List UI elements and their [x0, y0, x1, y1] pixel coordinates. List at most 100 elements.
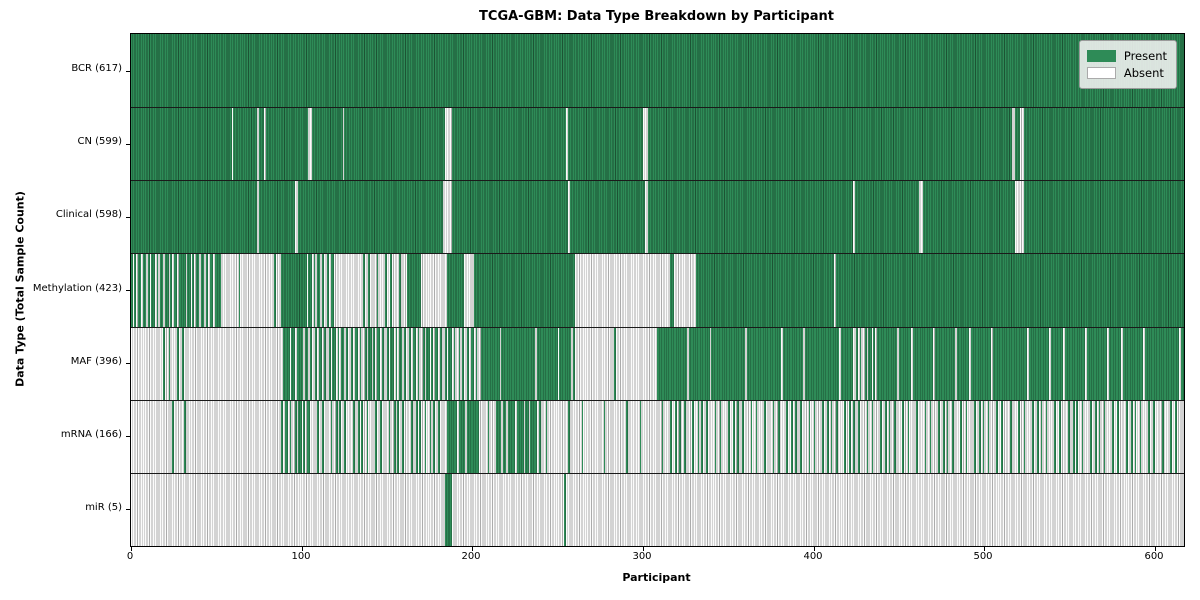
- presence-bar: [830, 328, 833, 400]
- presence-bar: [1160, 328, 1162, 400]
- presence-bar: [1153, 328, 1155, 400]
- presence-bar: [733, 328, 736, 400]
- presence-bar: [306, 328, 309, 400]
- presence-bar: [439, 328, 442, 400]
- presence-bar: [1112, 328, 1115, 400]
- presence-bar: [714, 401, 717, 473]
- presence-bar: [567, 401, 570, 473]
- presence-bar: [1073, 328, 1075, 400]
- xtick-label-600: 600: [1144, 551, 1164, 562]
- presence-bar: [1112, 401, 1115, 473]
- presence-bar: [740, 328, 742, 400]
- presence-bar: [663, 328, 666, 400]
- presence-bar: [987, 328, 990, 400]
- presence-bar: [470, 401, 473, 473]
- presence-bar: [344, 401, 347, 473]
- presence-bar: [706, 328, 708, 400]
- presence-bar: [310, 328, 312, 400]
- presence-bar: [475, 328, 478, 400]
- presence-bar: [491, 328, 493, 400]
- presence-bar: [825, 328, 828, 400]
- absent-swatch-icon: [1086, 67, 1116, 79]
- presence-bar: [288, 328, 290, 400]
- ytick-label-cn: CN (599): [77, 136, 122, 147]
- presence-bar: [1132, 328, 1135, 400]
- presence-bar: [550, 328, 553, 400]
- presence-bar: [1045, 328, 1048, 400]
- presence-bar: [675, 328, 678, 400]
- ytick-label-mrna: mRNA (166): [60, 429, 122, 440]
- presence-bar: [448, 401, 451, 473]
- presence-bar: [1108, 328, 1111, 400]
- presence-bar: [445, 328, 447, 400]
- presence-bar: [946, 328, 949, 400]
- ytick-label-clinical: Clinical (598): [55, 209, 122, 220]
- presence-bar: [289, 401, 292, 473]
- presence-bar: [168, 328, 171, 400]
- presence-bar: [926, 328, 928, 400]
- presence-bar: [294, 401, 297, 473]
- matrix-row-clinical: [131, 180, 1184, 253]
- presence-bar: [941, 328, 944, 400]
- presence-bar: [318, 254, 321, 327]
- presence-bar: [692, 401, 695, 473]
- presence-bar: [1004, 328, 1007, 400]
- presence-bar: [412, 328, 415, 400]
- presence-bar: [503, 328, 505, 400]
- chart-title: TCGA-GBM: Data Type Breakdown by Partici…: [479, 9, 834, 24]
- xtick-label-400: 400: [803, 551, 823, 562]
- presence-bar: [697, 401, 700, 473]
- presence-bar: [827, 328, 829, 400]
- presence-bar: [564, 474, 567, 546]
- presence-bar: [516, 328, 519, 400]
- presence-bar: [366, 401, 369, 473]
- presence-bar: [965, 328, 968, 400]
- presence-bar: [1093, 328, 1096, 400]
- x-tick-mark: [813, 547, 815, 551]
- presence-bar: [1102, 328, 1104, 400]
- presence-bar: [182, 254, 184, 327]
- presence-bar: [1148, 401, 1150, 473]
- presence-bar: [728, 401, 731, 473]
- presence-bar: [1061, 328, 1063, 400]
- presence-bar: [880, 328, 882, 400]
- presence-bar: [800, 328, 802, 400]
- presence-bar: [330, 401, 333, 473]
- presence-bar: [747, 328, 749, 400]
- presence-bar: [1054, 401, 1056, 473]
- presence-bar: [1040, 328, 1043, 400]
- presence-bar: [1008, 328, 1010, 400]
- presence-bar: [436, 328, 439, 400]
- presence-bar: [878, 328, 881, 400]
- presence-bar: [388, 401, 391, 473]
- presence-bar: [1035, 328, 1038, 400]
- presence-bar: [567, 108, 643, 180]
- presence-bar: [678, 328, 681, 400]
- presence-bar: [192, 254, 195, 327]
- presence-bar: [736, 401, 739, 473]
- presence-bar: [1146, 328, 1149, 400]
- presence-bar: [311, 108, 343, 180]
- presence-bar: [151, 254, 154, 327]
- presence-bar: [511, 328, 514, 400]
- presence-bar: [463, 401, 466, 473]
- presence-bar: [695, 328, 698, 400]
- presence-bar: [1032, 401, 1034, 473]
- presence-bar: [417, 328, 420, 400]
- presence-bar: [1078, 328, 1080, 400]
- presence-bar: [1110, 328, 1113, 400]
- presence-bar: [979, 401, 981, 473]
- presence-bar: [470, 328, 473, 400]
- presence-bar: [711, 328, 713, 400]
- presence-bar: [526, 401, 529, 473]
- presence-bar: [851, 328, 853, 400]
- presence-bar: [810, 328, 812, 400]
- presence-bar: [743, 328, 746, 400]
- presence-bar: [786, 328, 789, 400]
- presence-bar: [977, 328, 980, 400]
- presence-bar: [431, 328, 434, 400]
- presence-bar: [811, 328, 814, 400]
- presence-bar: [569, 181, 645, 253]
- presence-bar: [496, 401, 498, 473]
- presence-bar: [296, 328, 299, 400]
